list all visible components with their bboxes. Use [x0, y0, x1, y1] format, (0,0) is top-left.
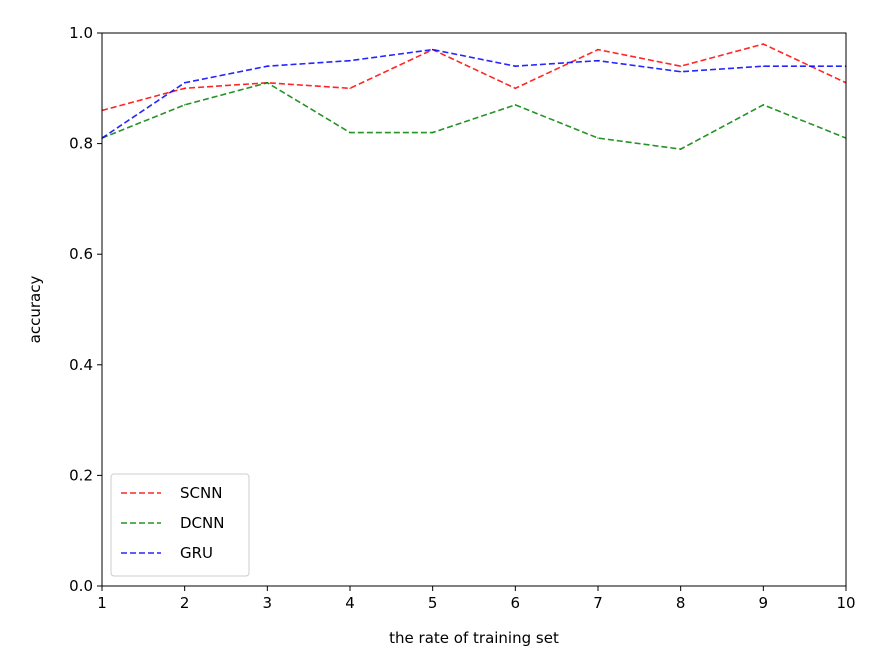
point-dcnn-6 [514, 104, 516, 106]
point-gru-6 [514, 65, 516, 67]
legend-label-gru: GRU [180, 544, 213, 562]
series-layer [101, 43, 847, 150]
legend-label-dcnn: DCNN [180, 514, 224, 532]
point-dcnn-8 [680, 148, 682, 150]
point-dcnn-3 [266, 82, 268, 84]
point-dcnn-2 [184, 104, 186, 106]
y-tick-label-4: 0.6 [69, 245, 93, 263]
y-tick-label-1: 0.0 [69, 577, 93, 595]
point-dcnn-7 [597, 137, 599, 139]
point-scnn-4 [349, 87, 351, 89]
x-axis-label: the rate of training set [389, 629, 559, 647]
point-scnn-7 [597, 48, 599, 51]
series-line-gru [101, 48, 846, 139]
x-tick-label-2: 2 [180, 594, 190, 612]
y-tick-label-5: 0.8 [69, 135, 93, 153]
x-tick-label-9: 9 [759, 594, 769, 612]
ticks-layer: 1 2 3 4 5 6 7 8 9 10 0.0 0.2 0.4 0.6 0.8 1.0 [69, 24, 855, 612]
point-scnn-2 [184, 87, 186, 89]
legend: SCNN DCNN GRU [110, 473, 250, 577]
y-tick-label-3: 0.4 [69, 356, 93, 374]
point-dcnn-5 [432, 131, 434, 134]
y-axis-label: accuracy [26, 276, 44, 344]
x-tick-label-10: 10 [836, 594, 855, 612]
point-dcnn-9 [762, 104, 764, 106]
point-gru-7 [597, 60, 599, 62]
point-gru-9 [762, 65, 764, 67]
point-scnn-9 [762, 43, 764, 45]
y-tick-label-6: 1.0 [69, 24, 93, 42]
legend-label-scnn: SCNN [180, 484, 222, 502]
point-gru-2 [184, 82, 186, 84]
y-tick-label-2: 0.2 [69, 466, 93, 484]
x-tick-label-7: 7 [593, 594, 603, 612]
x-tick-label-4: 4 [345, 594, 355, 612]
point-dcnn-4 [349, 131, 351, 134]
plot-frame [101, 32, 847, 587]
point-gru-4 [349, 60, 351, 62]
point-scnn-8 [680, 65, 682, 67]
point-scnn-6 [514, 87, 516, 89]
point-gru-3 [266, 65, 268, 67]
x-tick-label-5: 5 [428, 594, 438, 612]
point-gru-5 [432, 48, 434, 51]
series-line-scnn [101, 43, 847, 112]
point-gru-8 [680, 71, 682, 73]
x-tick-label-8: 8 [676, 594, 686, 612]
x-tick-label-6: 6 [511, 594, 521, 612]
x-tick-label-3: 3 [263, 594, 273, 612]
legend-box [110, 473, 250, 577]
x-tick-label-1: 1 [97, 594, 107, 612]
series-line-dcnn [101, 81, 847, 150]
